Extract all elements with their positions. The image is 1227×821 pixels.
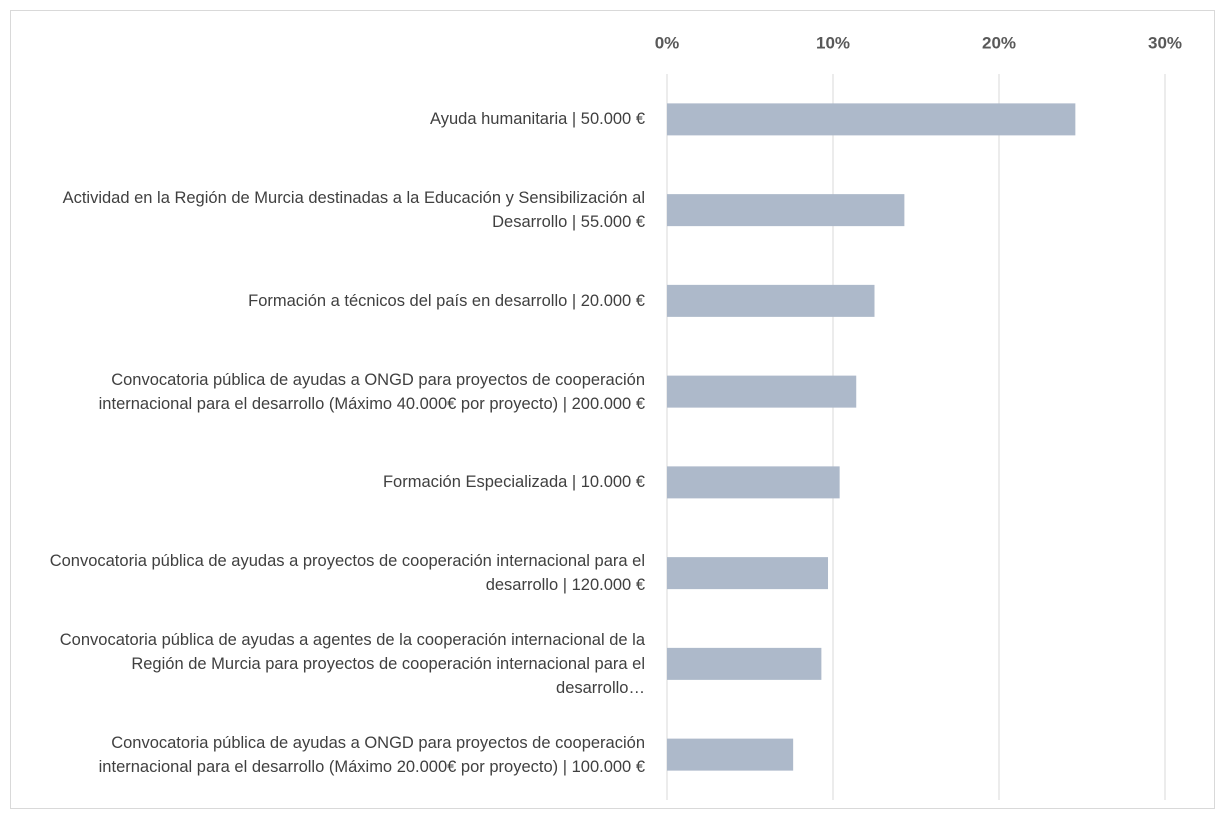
x-tick-label: 0%	[655, 33, 680, 52]
x-tick-label: 10%	[816, 33, 850, 52]
bar	[667, 647, 822, 680]
category-label: Convocatoria pública de ayudas a ONGD pa…	[98, 733, 645, 776]
chart-frame	[10, 10, 1215, 809]
category-label: Convocatoria pública de ayudas a proyect…	[49, 552, 645, 595]
category-label: Formación Especializada | 10.000 €	[382, 473, 645, 492]
category-label: Formación a técnicos del país en desarro…	[248, 291, 645, 310]
bar	[667, 375, 857, 408]
bar	[667, 284, 875, 317]
x-tick-label: 30%	[1148, 33, 1182, 52]
x-tick-label: 20%	[982, 33, 1016, 52]
bar	[667, 103, 1076, 136]
category-label: Convocatoria pública de ayudas a agentes…	[59, 630, 645, 697]
category-label: Convocatoria pública de ayudas a ONGD pa…	[98, 370, 645, 413]
category-label: Ayuda humanitaria | 50.000 €	[430, 110, 645, 129]
bar	[667, 738, 794, 771]
bar	[667, 466, 840, 499]
bar	[667, 557, 829, 590]
category-label: Actividad en la Región de Murcia destina…	[62, 189, 645, 232]
bar	[667, 194, 905, 227]
